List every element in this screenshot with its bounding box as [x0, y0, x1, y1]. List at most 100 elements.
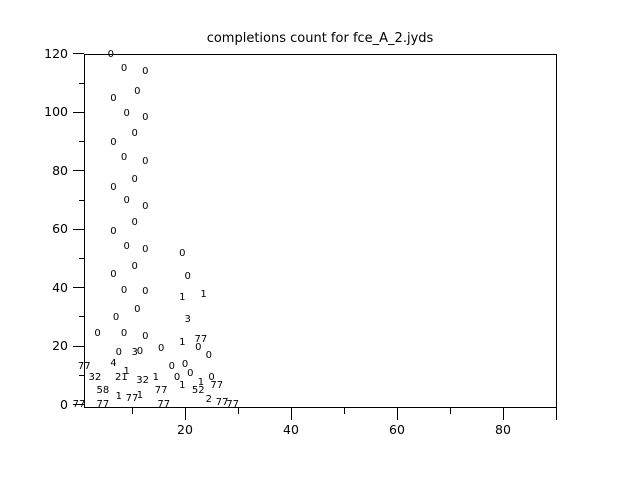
- data-point-marker: 0: [112, 312, 120, 324]
- data-point-marker: 0: [142, 112, 149, 124]
- data-point-marker: 0: [131, 173, 138, 185]
- data-point-marker: 77: [96, 398, 110, 410]
- data-point-marker: 0: [123, 195, 130, 207]
- data-point-marker: 0: [205, 350, 213, 362]
- data-point-marker: 0: [168, 360, 175, 372]
- data-point-marker: 21: [115, 372, 128, 384]
- data-point-marker: 1: [179, 337, 186, 349]
- x-minor-tick: [449, 408, 451, 414]
- x-major-tick: [184, 408, 186, 420]
- plot-frame: [84, 54, 557, 408]
- data-point-marker: 0: [142, 201, 149, 213]
- data-point-marker: 0: [120, 151, 128, 163]
- data-point-marker: 1: [179, 379, 186, 391]
- data-point-marker: 0: [120, 62, 128, 74]
- data-point-marker: 1: [197, 376, 205, 388]
- x-minor-tick: [131, 408, 133, 414]
- data-point-marker: 2: [205, 394, 213, 406]
- data-point-marker: 0: [134, 303, 141, 315]
- data-point-marker: 0: [173, 372, 181, 384]
- data-point-marker: 77: [215, 397, 229, 409]
- y-tick-label: 60: [52, 221, 68, 237]
- data-point-marker: 77: [157, 398, 171, 410]
- data-point-marker: 0: [131, 128, 138, 140]
- y-major-tick: [73, 170, 84, 172]
- data-point-marker: 0: [120, 284, 128, 296]
- y-minor-tick: [79, 141, 84, 143]
- x-major-tick: [502, 408, 504, 420]
- y-tick-label: 20: [52, 338, 68, 354]
- data-point-marker: 0: [142, 331, 149, 343]
- y-minor-tick: [79, 82, 84, 84]
- y-tick-label: 0: [60, 396, 68, 412]
- x-major-tick: [290, 408, 292, 420]
- data-point-marker: 0: [142, 65, 149, 77]
- data-point-marker: 0: [110, 93, 117, 105]
- y-major-tick: [73, 287, 84, 289]
- data-point-marker: 0: [208, 372, 215, 384]
- data-point-marker: 0: [157, 343, 165, 354]
- data-point-marker: 3: [184, 313, 191, 325]
- data-point-marker: 77: [194, 334, 208, 346]
- data-point-marker: 1: [200, 288, 207, 300]
- x-tick-label: 60: [389, 422, 405, 437]
- data-point-marker: 0: [123, 240, 130, 252]
- data-point-marker: 0: [131, 261, 138, 273]
- data-point-marker: 0: [120, 328, 128, 340]
- data-point-marker: 1: [136, 389, 144, 401]
- y-tick-label: 100: [44, 104, 68, 120]
- y-minor-tick: [79, 374, 84, 376]
- data-point-marker: 32: [88, 372, 102, 384]
- data-point-marker: 1: [123, 366, 130, 378]
- data-point-marker: 0: [142, 156, 149, 168]
- x-minor-tick: [555, 408, 557, 420]
- x-tick-label: 20: [177, 422, 193, 437]
- data-point-marker: 4: [110, 357, 117, 369]
- data-point-marker: 0: [136, 345, 144, 357]
- y-minor-tick: [79, 316, 84, 318]
- y-tick-label: 120: [44, 45, 68, 61]
- data-point-marker: 0: [184, 271, 191, 283]
- data-point-marker: 0: [187, 367, 194, 379]
- data-point-marker: 0: [142, 243, 149, 255]
- y-major-tick: [73, 53, 84, 55]
- data-point-marker: 1: [115, 391, 122, 403]
- data-point-marker: 58: [96, 385, 110, 397]
- x-minor-tick: [237, 408, 239, 414]
- data-point-marker: 77: [210, 379, 224, 391]
- data-point-marker: 77: [226, 398, 240, 410]
- data-point-marker: 0: [110, 137, 117, 149]
- data-point-marker: 77: [154, 385, 168, 397]
- y-minor-tick: [79, 257, 84, 259]
- y-tick-label: 40: [52, 279, 68, 295]
- data-point-marker: 77: [77, 360, 91, 372]
- data-point-marker: 0: [134, 85, 141, 97]
- data-point-marker: 0: [142, 286, 149, 298]
- data-point-marker: 0: [94, 328, 101, 340]
- data-point-marker: 0: [131, 217, 138, 229]
- data-point-marker: 0: [110, 226, 117, 238]
- data-point-marker: 0: [110, 268, 117, 280]
- data-point-marker: 77: [72, 398, 86, 410]
- data-point-marker: 0: [115, 347, 122, 359]
- y-major-tick: [73, 404, 84, 405]
- data-point-marker: 0: [107, 49, 114, 61]
- x-tick-label: 40: [283, 422, 299, 437]
- y-minor-tick: [79, 199, 84, 201]
- data-point-marker: 77: [125, 392, 139, 404]
- chart-title: completions count for fce_A_2.jyds: [206, 31, 434, 46]
- data-point-marker: 0: [179, 248, 186, 260]
- data-point-marker: 3: [131, 347, 138, 359]
- x-minor-tick: [343, 408, 345, 414]
- data-point-marker: 1: [179, 291, 186, 303]
- data-point-marker: 1: [152, 372, 160, 384]
- data-point-marker: 52: [191, 385, 205, 397]
- data-point-marker: 0: [195, 341, 202, 353]
- y-major-tick: [73, 228, 84, 230]
- data-point-marker: 0: [110, 182, 117, 194]
- data-point-marker: 0: [123, 107, 130, 119]
- x-tick-label: 80: [495, 422, 511, 437]
- data-point-marker: 32: [136, 375, 149, 387]
- data-point-marker: 0: [181, 359, 189, 371]
